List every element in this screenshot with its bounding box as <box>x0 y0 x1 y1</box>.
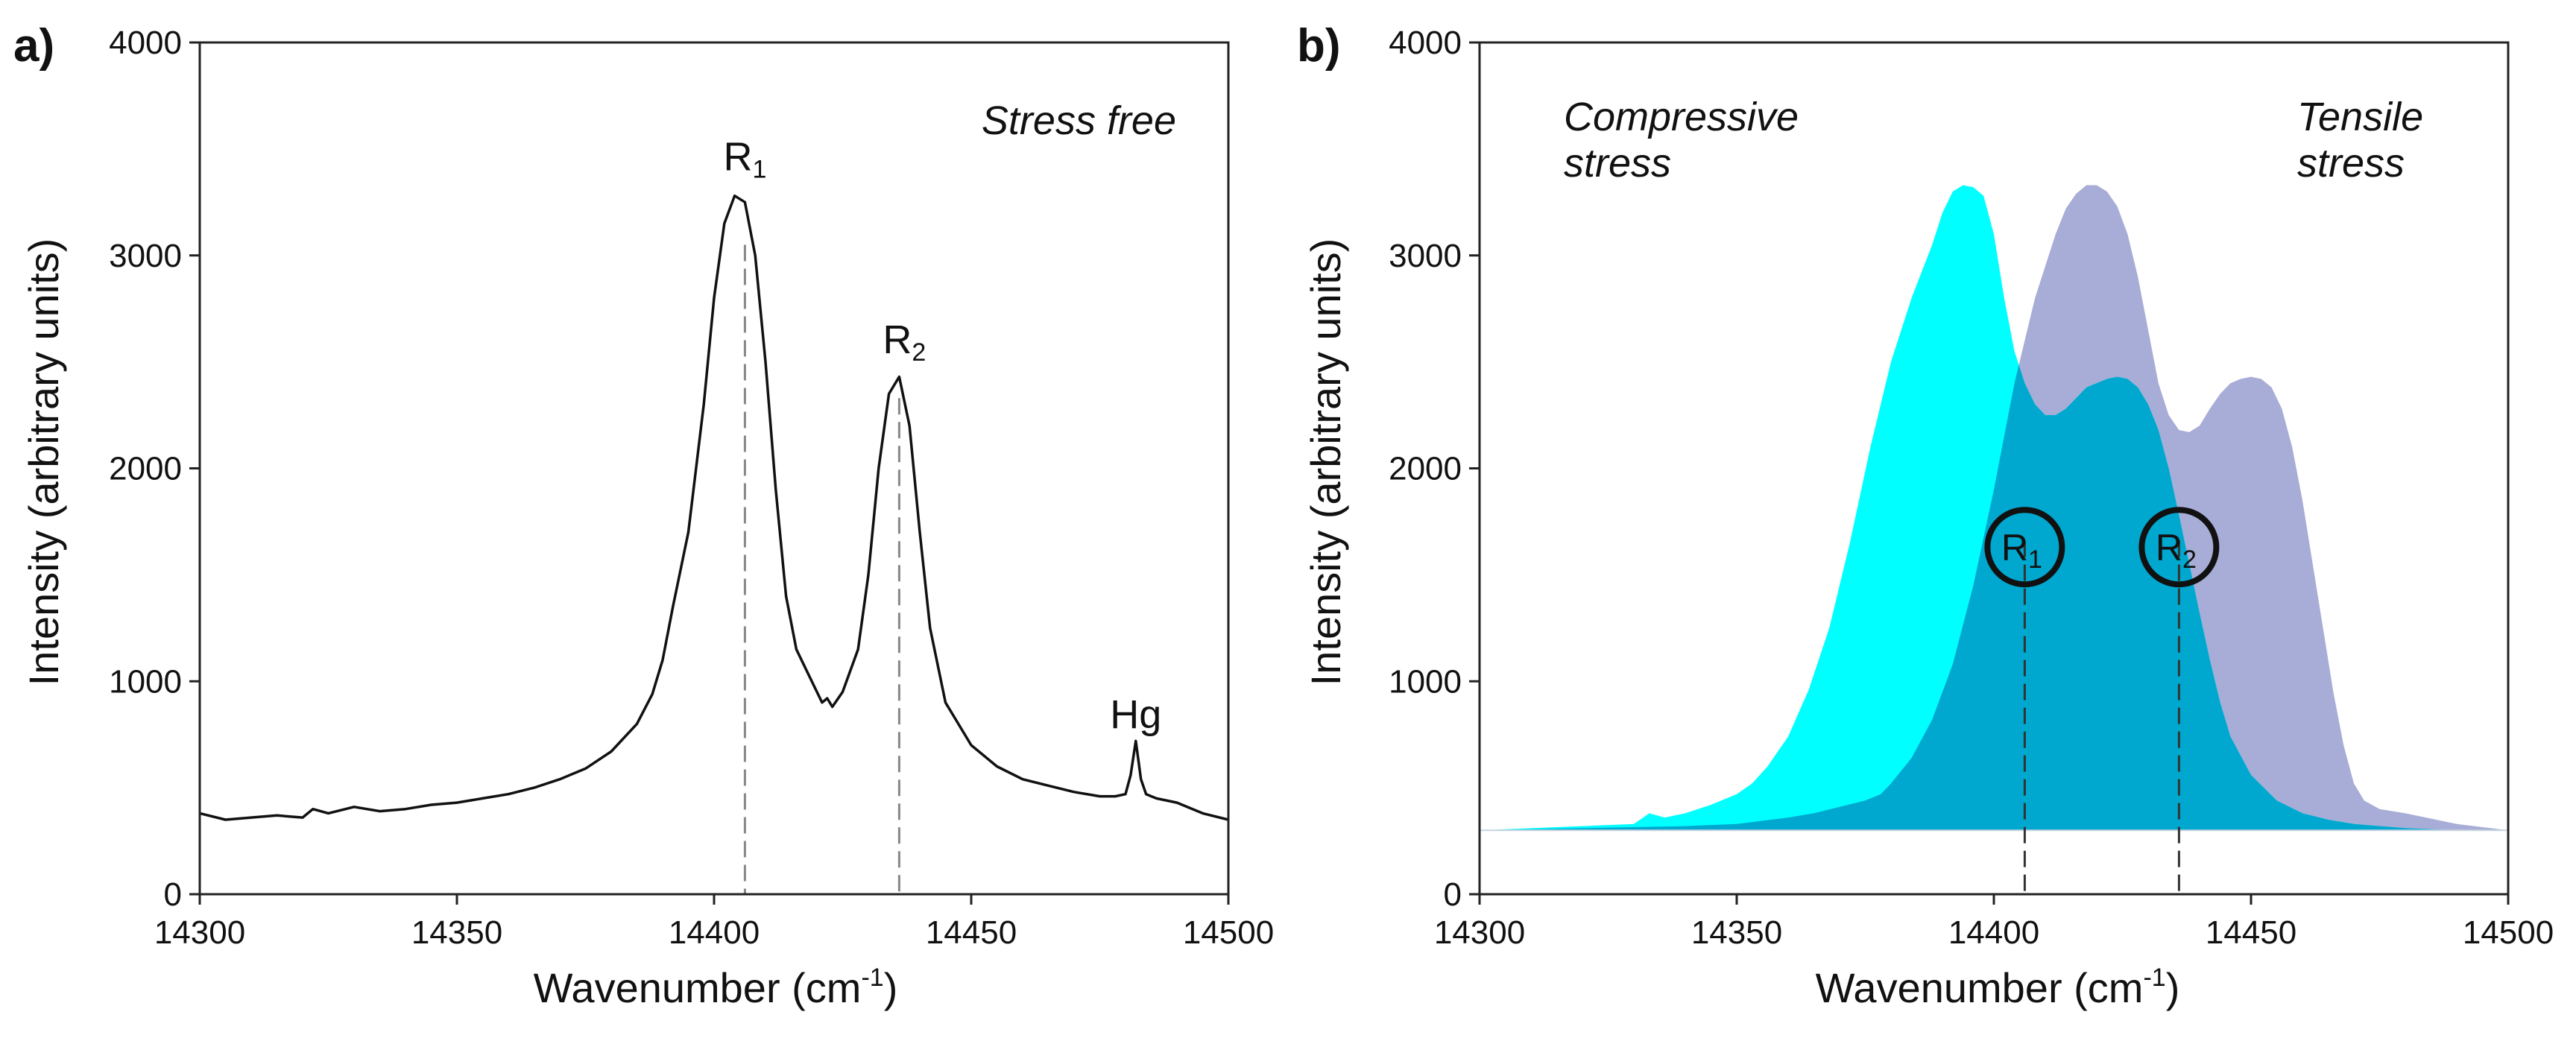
panel-b-circled-markers: R1 R2 <box>1984 507 2220 588</box>
panel-b-xtick-label: 14500 <box>2463 914 2554 951</box>
panel-a-ytick-label: 4000 <box>109 25 182 61</box>
panel-a-axes: 14300 14350 14400 14450 14500 0 1000 2000 3000 40… <box>109 25 1274 951</box>
panel-a-label-r2-sub: 2 <box>912 338 926 367</box>
panel-b-ytick-label: 0 <box>1444 876 1462 913</box>
panel-a-xtick-label: 14300 <box>154 914 245 951</box>
panel-b-marker-label-r1-sub: 1 <box>2028 545 2042 574</box>
panel-a-label-r2-main: R <box>883 317 912 362</box>
panel-b-marker-circle-r1 <box>1984 507 2065 588</box>
panel-b-xtick-label: 14350 <box>1691 914 1782 951</box>
panel-a-label-r1: R1 <box>723 134 766 183</box>
panel-a-frame <box>198 41 1230 896</box>
panel-a-spectrum-line <box>199 194 1229 821</box>
panel-a-stress-free-label: Stress free <box>982 98 1176 143</box>
panel-b-tensile-line2: stress <box>2297 141 2405 186</box>
panel-a-xlabel-close: ) <box>884 964 898 1011</box>
panel-b-marker-label-r2-sub: 2 <box>2182 545 2197 574</box>
panel-b-label: b) <box>1297 20 1341 72</box>
panel-b-ytick-label: 1000 <box>1389 663 1462 700</box>
panel-a-ytick-label: 3000 <box>109 238 182 274</box>
panel-a-ytick-label: 1000 <box>109 663 182 700</box>
panel-b-axes: 14300 14350 14400 14450 14500 0 1000 2000 3000 40… <box>1389 25 2554 951</box>
panel-b-marker-label-r2-main: R <box>2156 527 2182 569</box>
panel-b-marker-label-r2: R2 <box>2156 527 2197 574</box>
panel-b-compressive-line2: stress <box>1564 141 1671 186</box>
panel-b-marker-circle-r2 <box>2138 507 2220 588</box>
panel-b-xlabel-sup: -1 <box>2143 964 2165 992</box>
panel-a-reference-lines <box>743 244 900 894</box>
panel-a: a) Intensity (arbitrary units) Wavenumbe… <box>13 20 1274 1011</box>
panel-a-label-r1-sub: 1 <box>752 155 766 183</box>
panel-b-compressive-label: Compressive stress <box>1564 95 1810 186</box>
panel-b-tensile-label: Tensile stress <box>2297 95 2434 186</box>
panel-b: b) Intensity (arbitrary units) Wavenumbe… <box>1297 20 2554 1011</box>
panel-b-xtick-label: 14400 <box>1948 914 2039 951</box>
panel-b-compressive-line1: Compressive <box>1564 95 1799 139</box>
panel-b-tensile-line1: Tensile <box>2297 95 2423 139</box>
panel-b-marker-label-r1: R1 <box>2001 527 2042 574</box>
panel-a-ylabel: Intensity (arbitrary units) <box>20 238 67 686</box>
panel-a-xtick-label: 14400 <box>669 914 760 951</box>
panel-b-xtick-label: 14450 <box>2206 914 2296 951</box>
panel-a-ytick-label: 0 <box>164 876 182 913</box>
panel-a-xlabel-main: Wavenumber (cm <box>534 964 862 1011</box>
panel-b-series <box>1480 185 2508 832</box>
panel-a-xtick-label: 14450 <box>926 914 1017 951</box>
panel-a-xlabel-sup: -1 <box>861 964 883 992</box>
panel-b-ytick-label: 2000 <box>1389 451 1462 487</box>
panel-b-reference-lines <box>2023 540 2180 894</box>
panel-b-marker-label-r1-main: R <box>2001 527 2028 569</box>
panel-a-label-hg: Hg <box>1110 692 1161 737</box>
panel-a-ytick-label: 2000 <box>109 451 182 487</box>
panel-a-label-r2: R2 <box>883 317 926 367</box>
panel-b-ytick-label: 3000 <box>1389 238 1462 274</box>
panel-a-label-r1-main: R <box>723 134 752 179</box>
panel-b-xtick-label: 14300 <box>1434 914 1525 951</box>
panel-b-xlabel-close: ) <box>2166 964 2180 1011</box>
panel-b-xlabel: Wavenumber (cm-1) <box>1816 964 2180 1011</box>
panel-b-frame <box>1478 41 2510 896</box>
panel-a-xtick-label: 14350 <box>411 914 502 951</box>
panel-b-ylabel: Intensity (arbitrary units) <box>1302 238 1349 686</box>
panel-a-xlabel: Wavenumber (cm-1) <box>534 964 898 1011</box>
panel-b-xlabel-main: Wavenumber (cm <box>1816 964 2144 1011</box>
panel-a-label: a) <box>13 20 54 72</box>
panel-a-series <box>199 194 1229 821</box>
panel-a-xtick-label: 14500 <box>1183 914 1274 951</box>
panel-b-ytick-label: 4000 <box>1389 25 1462 61</box>
